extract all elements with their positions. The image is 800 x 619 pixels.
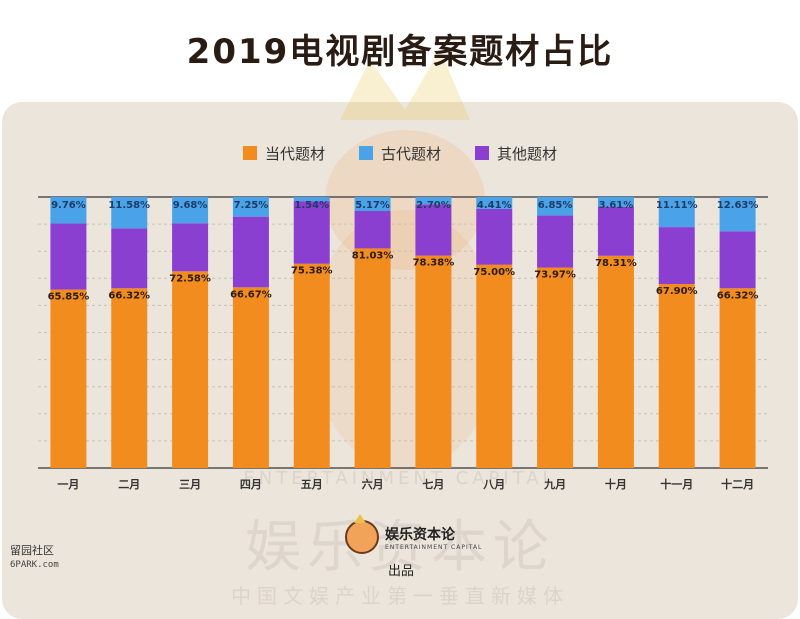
bar-segment-other <box>415 204 452 256</box>
data-label-ancient: 6.85% <box>538 200 573 211</box>
bar-segment-modern <box>172 271 209 468</box>
legend-item-modern: 当代题材 <box>242 143 325 163</box>
data-label-ancient: 5.17% <box>355 200 390 211</box>
legend-label-modern: 当代题材 <box>264 144 325 163</box>
data-label-modern: 65.85% <box>48 292 90 303</box>
bar-segment-other <box>232 216 269 288</box>
bar-segment-other <box>658 227 695 284</box>
data-label-modern: 78.38% <box>413 258 455 269</box>
bar-segment-other <box>50 223 87 290</box>
bar-segment-ancient <box>476 197 513 209</box>
data-label-modern: 72.58% <box>169 273 211 284</box>
data-label-ancient: 2.70% <box>416 200 451 211</box>
watermark-brand: 娱乐资本论 <box>245 515 555 580</box>
data-label-ancient: 1.54% <box>294 200 329 211</box>
data-label-ancient: 9.76% <box>51 200 86 211</box>
x-tick-label: 一月 <box>57 478 79 491</box>
bar-segment-ancient <box>293 197 330 202</box>
x-tick-label: 二月 <box>118 478 140 491</box>
x-tick-label: 十二月 <box>721 477 754 491</box>
produced-by-label: 出品 <box>388 564 415 579</box>
x-tick-label: 十一月 <box>660 477 693 491</box>
corner-site-name: 留园社区 <box>10 544 54 557</box>
brand-en: ENTERTAINMENT CAPITAL <box>385 543 483 551</box>
data-label-ancient: 7.25% <box>234 200 269 211</box>
chart-title: 2019电视剧备案题材占比 <box>186 32 614 72</box>
bar-segment-other <box>172 223 209 272</box>
bar-segment-ancient <box>597 197 634 207</box>
bar-segment-modern <box>537 267 574 468</box>
data-label-modern: 75.38% <box>291 266 333 277</box>
bar-segment-modern <box>719 288 756 468</box>
bar-segment-modern <box>293 263 330 468</box>
bar-segment-ancient <box>232 197 269 217</box>
data-label-ancient: 3.61% <box>599 200 634 211</box>
legend-swatch-modern <box>242 146 257 160</box>
bar-segment-modern <box>50 289 87 468</box>
bar-segment-modern <box>415 255 452 468</box>
bar-segment-other <box>719 231 756 289</box>
bar-segment-modern <box>354 248 391 468</box>
bar-segment-other <box>111 228 148 289</box>
legend-item-ancient: 古代题材 <box>358 143 441 163</box>
brand-name: 娱乐资本论 <box>385 526 455 543</box>
data-label-ancient: 9.68% <box>173 200 208 211</box>
data-label-modern: 78.31% <box>595 258 637 269</box>
brand-mascot-icon <box>345 514 379 554</box>
bar-segment-ancient <box>415 197 452 205</box>
bar-segment-modern <box>111 288 148 468</box>
bar-segment-other <box>293 201 330 264</box>
brand-logo-block: 娱乐资本论 ENTERTAINMENT CAPITAL <box>345 514 483 554</box>
data-label-modern: 75.00% <box>473 267 515 278</box>
data-label-ancient: 4.41% <box>477 200 512 211</box>
bar-segment-other <box>476 208 513 265</box>
legend-label-ancient: 古代题材 <box>380 144 441 163</box>
x-tick-label: 七月 <box>422 477 444 491</box>
x-tick-label: 八月 <box>482 478 505 491</box>
bar-segment-modern <box>232 287 269 468</box>
data-label-ancient: 11.11% <box>656 200 698 211</box>
data-label-modern: 66.67% <box>230 289 272 300</box>
data-label-modern: 66.32% <box>108 290 150 301</box>
bar-segment-other <box>597 206 634 256</box>
data-label-modern: 73.97% <box>534 270 576 281</box>
x-tick-label: 九月 <box>543 477 566 491</box>
corner-site-logo: 留园社区 6PARK.com <box>10 544 59 572</box>
watermark-slogan: 中国文娱产业第一垂直新媒体 <box>231 584 569 608</box>
bar-segment-ancient <box>50 197 87 224</box>
bar-segment-ancient <box>658 197 695 228</box>
bar-segment-other <box>354 211 391 249</box>
data-label-modern: 66.32% <box>717 290 759 301</box>
data-label-ancient: 11.58% <box>108 200 150 211</box>
x-tick-label: 四月 <box>240 478 262 491</box>
x-tick-label: 十月 <box>605 477 627 491</box>
x-tick-label: 六月 <box>362 477 384 491</box>
legend-swatch-other <box>475 146 489 160</box>
bar-segment-ancient <box>537 197 574 216</box>
legend-label-other: 其他题材 <box>497 144 558 163</box>
bar-segment-ancient <box>172 197 209 224</box>
data-label-modern: 81.03% <box>352 250 394 261</box>
watermark-brand-en: ENTERTAINMENT CAPITAL <box>243 468 557 489</box>
bar-segment-modern <box>597 255 634 468</box>
corner-site-url: 6PARK.com <box>10 560 59 570</box>
bar-segment-ancient <box>354 197 391 212</box>
bar-segment-modern <box>476 264 513 468</box>
bar-segment-ancient <box>719 197 756 232</box>
bar-segment-ancient <box>111 197 148 229</box>
data-label-modern: 67.90% <box>656 286 698 297</box>
legend: 当代题材 古代题材 其他题材 <box>0 143 800 163</box>
legend-swatch-ancient <box>358 146 373 160</box>
bar-segment-modern <box>658 283 695 468</box>
x-tick-label: 三月 <box>179 478 201 491</box>
data-label-ancient: 12.63% <box>717 200 759 211</box>
legend-item-other: 其他题材 <box>475 143 557 163</box>
bar-segment-other <box>537 215 574 268</box>
x-tick-label: 五月 <box>301 478 323 491</box>
